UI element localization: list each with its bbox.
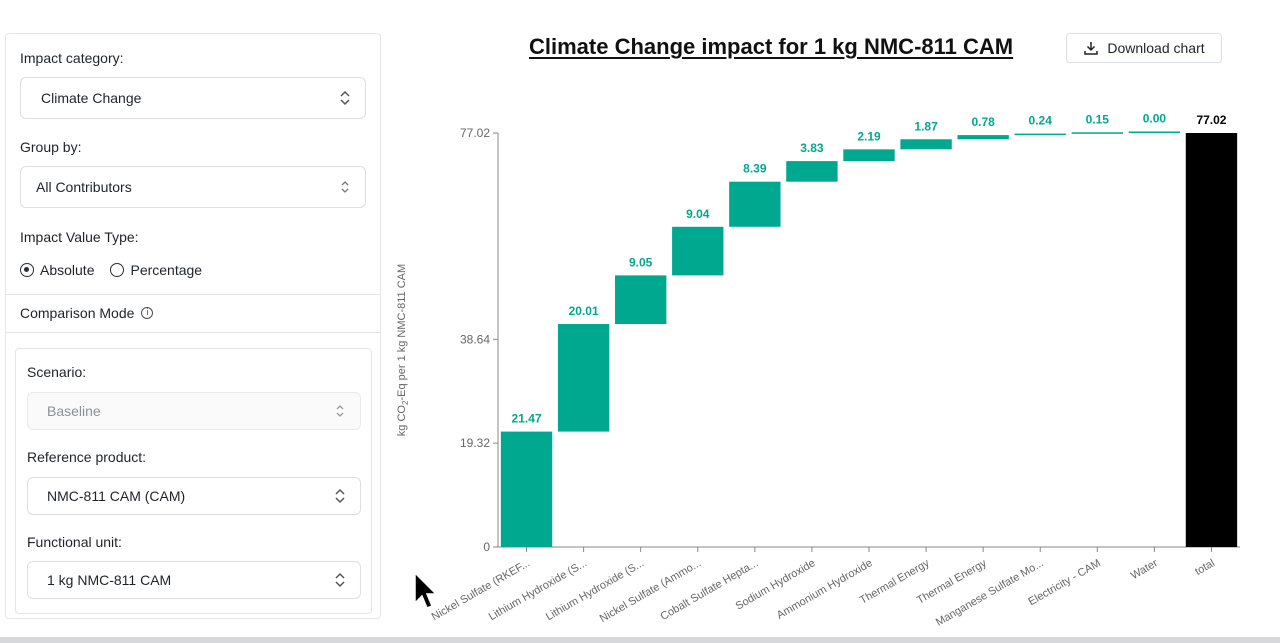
download-chart-label: Download chart [1107, 40, 1205, 56]
functional-unit-label: Functional unit: [27, 534, 122, 550]
waterfall-bar [729, 181, 781, 227]
radio-percentage-circle[interactable] [110, 263, 125, 277]
comparison-mode-label: Comparison Mode [20, 305, 135, 321]
bar-value-label: 0.15 [1086, 112, 1110, 126]
scenario-value: Baseline [47, 403, 101, 419]
reference-product-label: Reference product: [27, 449, 147, 465]
group-by-label: Group by: [20, 139, 82, 155]
total-bar [1185, 133, 1238, 547]
chart-title: Climate Change impact for 1 kg NMC-811 C… [529, 34, 1014, 59]
waterfall-bar [615, 275, 667, 325]
group-by-select[interactable]: All Contributors [20, 166, 366, 208]
chevron-updown-icon [341, 181, 349, 193]
waterfall-chart: 0 19.32 38.64 77.02 kg CO2-Eq per 1 kg NMC-8… [396, 112, 1240, 629]
bar-value-label: 2.19 [857, 129, 881, 143]
info-icon[interactable]: i [141, 307, 154, 319]
impact-category-value: Climate Change [41, 90, 142, 106]
bar-value-label: 9.05 [629, 255, 653, 269]
waterfall-bar [1128, 131, 1181, 133]
functional-unit-value: 1 kg NMC-811 CAM [47, 572, 172, 588]
bar-value-label: 9.04 [686, 207, 710, 221]
radio-absolute-circle[interactable] [20, 263, 34, 277]
bar-value-label: 77.02 [1196, 113, 1226, 127]
filter-panel: Impact category: Climate Change Group by… [5, 33, 381, 619]
waterfall-bar [1071, 132, 1123, 134]
bottom-scroll-edge [0, 637, 1280, 643]
comparison-mode-header[interactable]: Comparison Mode i [20, 305, 154, 321]
bar-value-label: 0.24 [1029, 114, 1053, 128]
group-by-value: All Contributors [36, 179, 132, 195]
waterfall-bar [1014, 133, 1066, 136]
scenario-label: Scenario: [27, 364, 87, 380]
x-tick-label: Ammonium Hydroxide [775, 557, 875, 621]
waterfall-bar [557, 324, 610, 432]
waterfall-bar [843, 149, 895, 162]
waterfall-bar [500, 431, 553, 547]
waterfall-bar [672, 226, 724, 276]
bar-value-label: 0.78 [971, 115, 995, 129]
y-tick-label: 77.02 [460, 126, 490, 140]
x-tick-label: Cobalt Sulfate Hepta... [658, 557, 760, 623]
chevron-updown-icon [340, 90, 350, 106]
divider [6, 332, 380, 333]
x-tick-label: Lithium Hydroxide (S... [544, 557, 646, 623]
waterfall-bar [900, 139, 952, 150]
bar-value-label: 8.39 [743, 162, 767, 176]
bar-value-label: 1.87 [914, 119, 938, 133]
x-tick-label: Water [1129, 557, 1160, 582]
reference-product-value: NMC-811 CAM (CAM) [47, 488, 186, 504]
value-type-label: Impact Value Type: [20, 229, 139, 245]
waterfall-bar [957, 135, 1009, 140]
divider [6, 294, 380, 295]
x-tick-label: Manganese Sulfate Mo... [934, 557, 1046, 629]
chevron-updown-icon [335, 572, 345, 588]
y-tick-label: 38.64 [460, 332, 490, 346]
y-axis-label: kg CO2-Eq per 1 kg NMC-811 CAM [396, 264, 410, 436]
x-tick-label: total [1193, 557, 1217, 578]
bar-value-label: 20.01 [569, 304, 599, 318]
x-tick-label: Nickel Sulfate (Ammo... [598, 557, 704, 625]
chevron-updown-icon [335, 488, 345, 504]
download-icon [1084, 42, 1099, 55]
y-tick-label: 0 [483, 540, 490, 554]
functional-unit-select[interactable]: 1 kg NMC-811 CAM [27, 561, 361, 599]
x-tick-label: Lithium Hydroxide (S... [487, 557, 589, 623]
bar-value-label: 21.47 [512, 412, 542, 426]
reference-product-select[interactable]: NMC-811 CAM (CAM) [27, 477, 361, 515]
scenario-select: Baseline [27, 392, 361, 430]
radio-percentage-label: Percentage [130, 262, 203, 278]
radio-absolute-label: Absolute [40, 262, 95, 278]
value-type-radio-group: Absolute Percentage [20, 262, 218, 278]
radio-absolute[interactable]: Absolute [20, 262, 94, 278]
download-chart-button[interactable]: Download chart [1066, 33, 1222, 63]
x-tick-label: Nickel Sulfate (RKEF... [430, 557, 532, 623]
chevron-updown-icon [336, 405, 344, 417]
bar-value-label: 3.83 [800, 141, 824, 155]
comparison-panel: Scenario: Baseline Reference product: NM… [15, 348, 372, 614]
waterfall-bar [786, 161, 838, 182]
y-tick-label: 19.32 [460, 436, 490, 450]
radio-percentage[interactable]: Percentage [110, 262, 202, 278]
impact-category-label: Impact category: [20, 50, 124, 66]
bar-value-label: 0.00 [1143, 112, 1167, 126]
mouse-cursor-icon [414, 571, 438, 609]
impact-category-select[interactable]: Climate Change [20, 77, 366, 119]
